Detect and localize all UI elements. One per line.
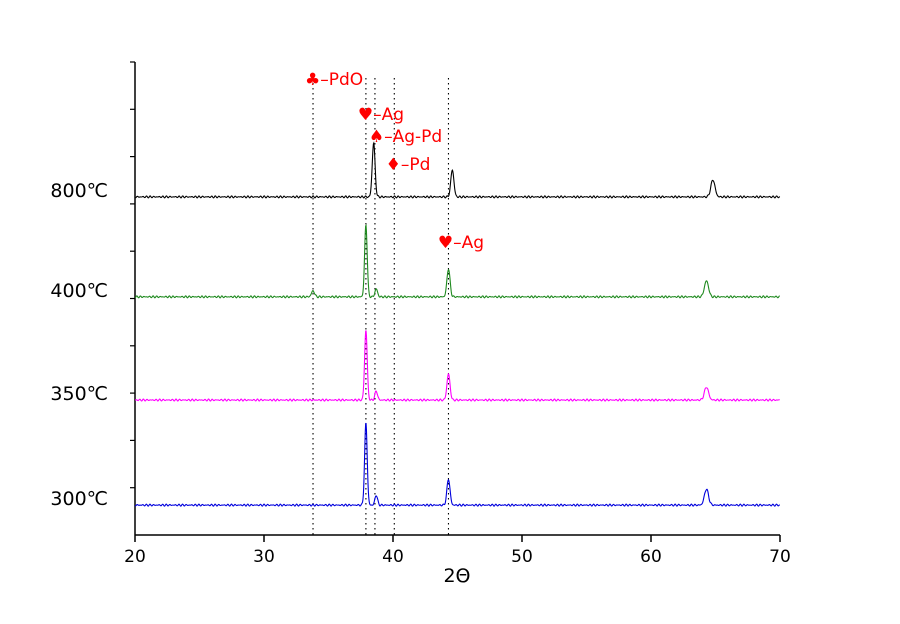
series-layer: 800℃ 400℃ 350℃ 300℃: [50, 141, 781, 510]
annotation-ag-pd: ♠–Ag-Pd: [369, 127, 442, 147]
annotation-ag-2: ♥–Ag: [438, 233, 484, 253]
x-axis-title: 2Θ: [443, 565, 470, 587]
x-tick-label-0: 20: [124, 547, 146, 567]
annotation-ag-1: ♥–Ag: [358, 105, 404, 125]
annotation-pd: ♦–Pd: [386, 155, 431, 175]
annotations-layer: ♣–PdO♥–Ag♠–Ag-Pd♦–Pd♥–Ag: [305, 70, 484, 253]
series-line-1: [134, 223, 780, 299]
x-tick-label-4: 60: [640, 547, 662, 567]
temperature-label-2: 350℃: [50, 383, 108, 405]
series-line-2: [134, 330, 780, 402]
annotation-pdo: ♣–PdO: [305, 70, 363, 90]
temperature-label-0: 800℃: [50, 180, 108, 202]
series-line-0: [134, 141, 781, 199]
series-line-3: [134, 422, 781, 507]
x-tick-label-1: 30: [253, 547, 275, 567]
x-tick-label-2: 40: [382, 547, 404, 567]
x-tick-label-3: 50: [511, 547, 533, 567]
temperature-label-3: 300℃: [50, 488, 108, 510]
temperature-label-1: 400℃: [50, 280, 108, 302]
axes-layer: 20 30 40 50 60 70: [124, 61, 791, 567]
x-tick-label-5: 70: [769, 547, 791, 567]
